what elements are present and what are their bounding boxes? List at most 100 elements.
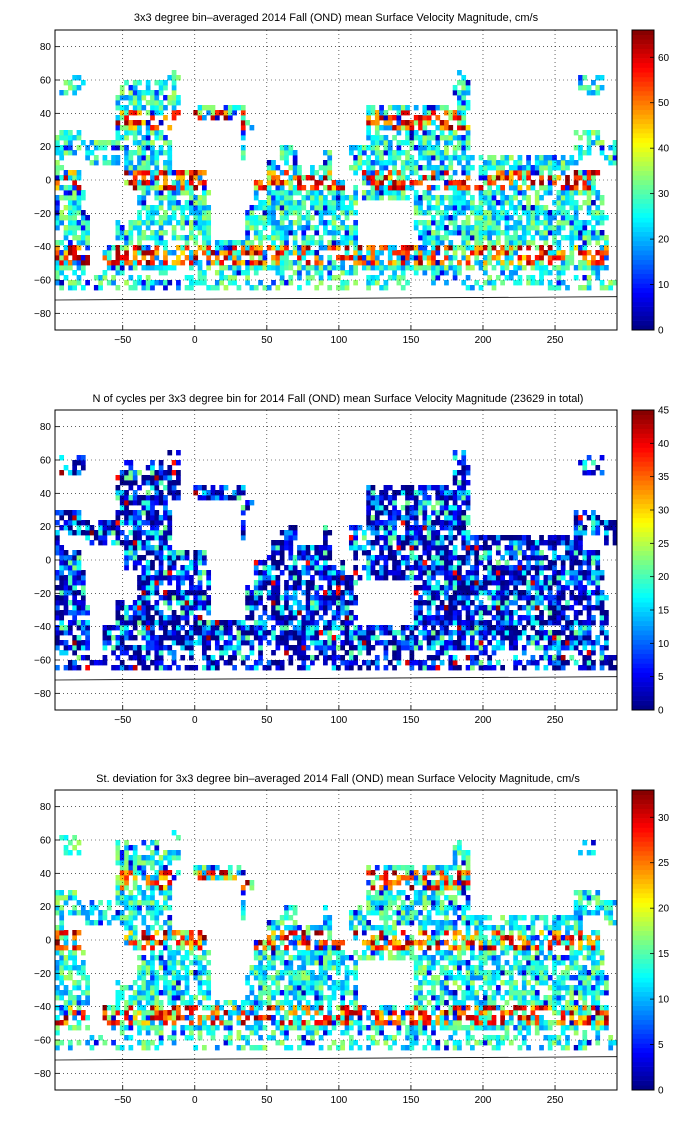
heatmap-cell (547, 250, 553, 256)
heatmap-cell (578, 260, 583, 266)
heatmap-cell (465, 620, 471, 626)
heatmap-cell (318, 215, 324, 221)
heatmap-cell (258, 230, 263, 236)
heatmap-cell (439, 540, 445, 546)
heatmap-cell (266, 615, 272, 621)
heatmap-cell (461, 180, 467, 186)
heatmap-cell (223, 110, 229, 116)
heatmap-cell (612, 150, 618, 156)
heatmap-cell (461, 545, 467, 551)
heatmap-cell (452, 85, 458, 91)
heatmap-cell (292, 170, 298, 176)
heatmap-cell (141, 645, 147, 651)
heatmap-cell (189, 180, 194, 186)
heatmap-cell (55, 165, 60, 171)
heatmap-cell (59, 515, 65, 521)
heatmap-cell (189, 220, 194, 226)
heatmap-cell (258, 650, 263, 656)
heatmap-cell (461, 230, 467, 236)
heatmap-cell (275, 235, 281, 241)
heatmap-cell (76, 580, 82, 586)
heatmap-cell (353, 660, 359, 666)
heatmap-cell (595, 205, 601, 211)
heatmap-cell (444, 595, 449, 601)
heatmap-cell (305, 600, 311, 606)
heatmap-cell (452, 185, 458, 191)
heatmap-cell (521, 615, 527, 621)
heatmap-cell (348, 535, 354, 541)
heatmap-cell (405, 105, 410, 111)
heatmap-cell (201, 550, 207, 556)
heatmap-cell (240, 120, 246, 126)
heatmap-cell (180, 600, 186, 606)
heatmap-cell (249, 255, 255, 261)
heatmap-cell (336, 585, 341, 591)
heatmap-cell (534, 540, 540, 546)
heatmap-cell (508, 195, 514, 201)
heatmap-cell (465, 550, 471, 556)
heatmap-cell (370, 565, 376, 571)
heatmap-cell (336, 615, 341, 621)
heatmap-cell (154, 500, 160, 506)
heatmap-cell (124, 245, 129, 251)
heatmap-cell (223, 115, 229, 121)
heatmap-cell (72, 650, 78, 656)
heatmap-cell (439, 165, 445, 171)
heatmap-cell (232, 280, 237, 286)
heatmap-cell (327, 630, 333, 636)
heatmap-cell (119, 620, 125, 626)
heatmap-cell (547, 645, 553, 651)
heatmap-cell (150, 155, 155, 161)
heatmap-cell (318, 220, 324, 226)
heatmap-cell (392, 565, 397, 571)
heatmap-cell (478, 165, 484, 171)
heatmap-cell (426, 500, 432, 506)
heatmap-cell (240, 535, 246, 541)
heatmap-cell (297, 630, 302, 636)
heatmap-cell (465, 265, 471, 271)
heatmap-cell (366, 115, 371, 121)
heatmap-cell (521, 190, 527, 196)
heatmap-cell (431, 235, 436, 241)
heatmap-cell (435, 595, 441, 601)
heatmap-cell (435, 230, 441, 236)
heatmap-cell (508, 545, 514, 551)
heatmap-cell (539, 155, 544, 161)
heatmap-cell (197, 265, 203, 271)
heatmap-cell (253, 195, 259, 201)
heatmap-cell (539, 560, 544, 566)
heatmap-cell (508, 180, 514, 186)
heatmap-cell (530, 625, 536, 631)
heatmap-cell (374, 130, 380, 136)
heatmap-cell (111, 635, 116, 641)
heatmap-cell (556, 190, 562, 196)
heatmap-cell (595, 595, 601, 601)
heatmap-cell (288, 165, 294, 171)
heatmap-cell (392, 535, 397, 541)
heatmap-cell (526, 660, 531, 666)
heatmap-cell (275, 585, 281, 591)
heatmap-cell (219, 245, 224, 251)
heatmap-cell (171, 180, 177, 186)
heatmap-cell (495, 645, 501, 651)
heatmap-cell (431, 135, 436, 141)
heatmap-cell (504, 545, 510, 551)
heatmap-cell (180, 580, 186, 586)
heatmap-cell (132, 165, 138, 171)
heatmap-cell (521, 565, 527, 571)
heatmap-cell (232, 250, 237, 256)
heatmap-cell (314, 180, 320, 186)
heatmap-cell (59, 195, 65, 201)
heatmap-cell (560, 155, 566, 161)
heatmap-cell (119, 125, 125, 131)
heatmap-cell (556, 220, 562, 226)
heatmap-cell (348, 230, 354, 236)
heatmap-cell (495, 535, 501, 541)
heatmap-cell (279, 605, 285, 611)
heatmap-cell (465, 85, 471, 91)
heatmap-cell (245, 505, 250, 511)
heatmap-cell (327, 600, 333, 606)
heatmap-cell (163, 260, 168, 266)
heatmap-cell (154, 205, 160, 211)
heatmap-cell (582, 645, 588, 651)
